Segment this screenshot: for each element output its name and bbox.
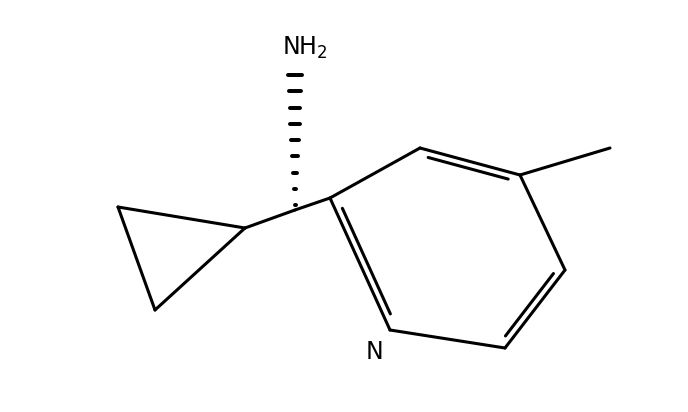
Text: N: N [366,340,384,364]
Text: NH$_2$: NH$_2$ [282,35,328,61]
